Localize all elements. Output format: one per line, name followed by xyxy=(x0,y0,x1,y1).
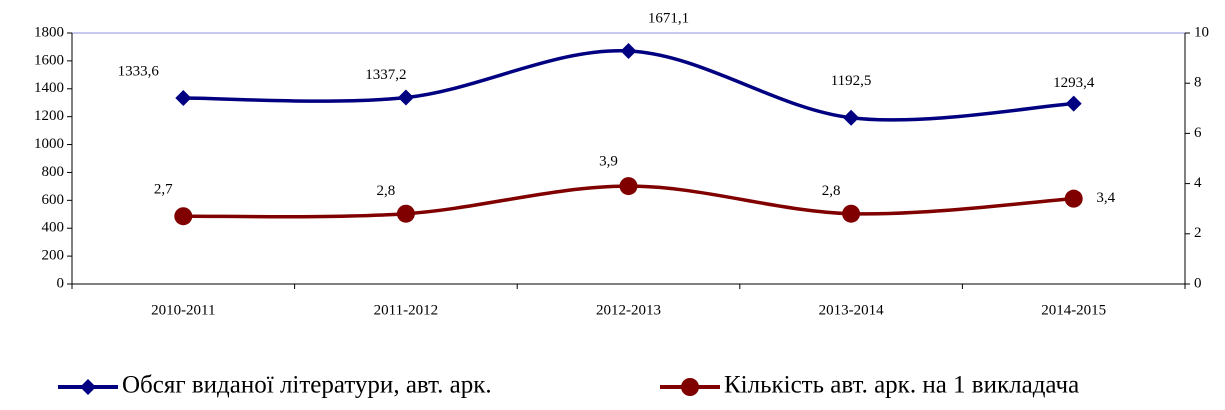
x-tick-label: 2014-2015 xyxy=(1041,302,1106,318)
point xyxy=(843,109,860,126)
data-label: 1333,6 xyxy=(118,63,160,79)
x-tick-label: 2010-2011 xyxy=(151,302,215,318)
data-label: 2,7 xyxy=(154,182,173,198)
x-tick-label: 2012-2013 xyxy=(596,302,661,318)
data-label: 2,8 xyxy=(822,183,841,199)
x-tick-label: 2011-2012 xyxy=(374,302,438,318)
point xyxy=(396,204,415,223)
y-tick-label: 1000 xyxy=(34,136,64,152)
y-tick-label: 1200 xyxy=(34,108,64,124)
legend-marker xyxy=(681,378,699,396)
point xyxy=(620,42,637,59)
y2-tick-label: 8 xyxy=(1194,75,1202,91)
y2-tick-label: 4 xyxy=(1194,175,1202,191)
data-label: 1671,1 xyxy=(648,10,689,26)
data-label: 3,9 xyxy=(599,154,618,170)
data-label: 1293,4 xyxy=(1053,75,1095,91)
y-tick-label: 800 xyxy=(42,164,65,180)
y-tick-label: 1400 xyxy=(34,80,64,96)
point xyxy=(397,89,414,106)
point xyxy=(175,90,192,107)
point xyxy=(842,204,861,223)
x-tick-label: 2013-2014 xyxy=(819,302,884,318)
legend-marker xyxy=(80,379,96,395)
data-label: 2,8 xyxy=(377,183,396,199)
legend-label: Кількість авт. арк. на 1 викладача xyxy=(724,372,1079,399)
y-tick-label: 600 xyxy=(42,192,65,208)
y-tick-label: 1600 xyxy=(34,52,64,68)
data-label: 1192,5 xyxy=(831,73,872,89)
y-tick-label: 0 xyxy=(57,275,65,291)
point xyxy=(1065,95,1082,112)
series-line xyxy=(183,49,1074,122)
data-label: 3,4 xyxy=(1096,190,1115,206)
y-tick-label: 200 xyxy=(42,248,65,264)
y2-tick-label: 6 xyxy=(1194,125,1202,141)
point xyxy=(174,207,193,226)
point xyxy=(1064,189,1083,208)
y2-tick-label: 2 xyxy=(1194,225,1202,241)
y2-tick-label: 0 xyxy=(1194,275,1202,291)
point xyxy=(619,177,638,196)
legend-label: Обсяг виданої літератури, авт. арк. xyxy=(122,372,492,399)
y-tick-label: 400 xyxy=(42,220,65,236)
y2-tick-label: 10 xyxy=(1194,24,1209,40)
y-tick-label: 1800 xyxy=(34,24,64,40)
data-label: 1337,2 xyxy=(365,67,406,83)
